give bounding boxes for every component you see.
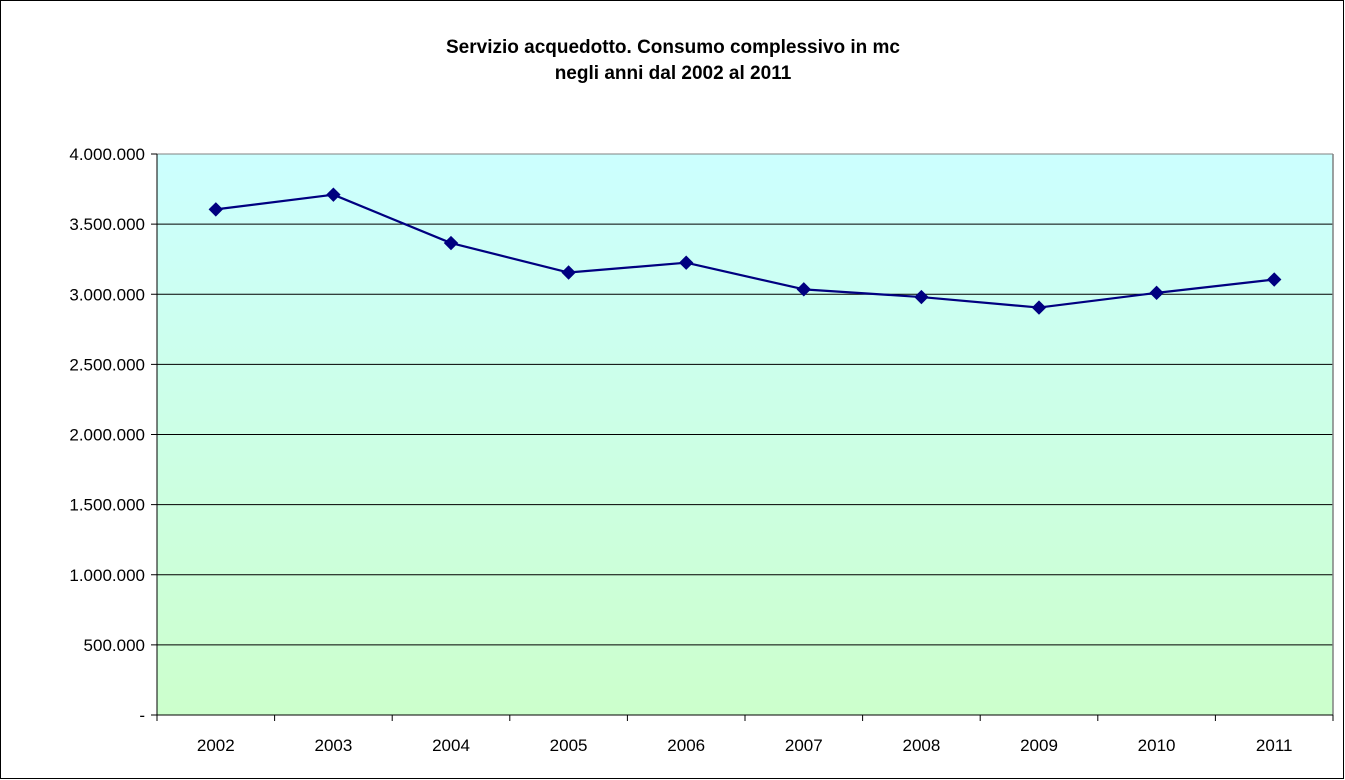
x-tick-label: 2002 [197, 736, 235, 755]
axes [151, 153, 1334, 721]
x-tick-labels: 2002 2003 2004 2005 2006 2007 2008 2009 2010 2011 [197, 736, 1293, 755]
x-tick-label: 2005 [550, 736, 588, 755]
series-markers [208, 187, 1282, 315]
data-point-marker [914, 289, 929, 305]
x-tick-label: 2003 [314, 736, 352, 755]
x-tick-label: 2004 [432, 736, 470, 755]
y-tick-label: 3.000.000 [69, 285, 145, 304]
x-tick-label: 2007 [785, 736, 823, 755]
plot-border [157, 153, 1334, 715]
y-tick-label: 3.500.000 [69, 215, 145, 234]
y-tick-label: 1.000.000 [69, 566, 145, 585]
x-tick-label: 2011 [1256, 736, 1293, 755]
data-point-marker [561, 265, 576, 280]
data-point-marker [443, 235, 459, 251]
y-tick-label: 2.500.000 [69, 355, 145, 374]
data-point-marker [1266, 272, 1282, 287]
data-point-marker [208, 202, 224, 217]
series-line-path [215, 193, 1275, 309]
data-point-marker [678, 255, 694, 270]
chart-title-line-1: Servizio acquedotto. Consumo complessivo… [446, 37, 900, 58]
chart-title: Servizio acquedotto. Consumo complessivo… [1, 35, 1345, 87]
y-tick-label: 500.000 [84, 636, 145, 655]
data-point-marker [326, 187, 341, 202]
chart-title-line-2: negli anni dal 2002 al 2011 [554, 63, 792, 84]
data-point-marker [796, 282, 812, 297]
y-tick-labels: - 500.000 1.000.000 1.500.000 2.000.000 2.500… [69, 145, 145, 725]
data-point-marker [1149, 285, 1164, 301]
x-tick-label: 2009 [1020, 736, 1058, 755]
y-tick-label: 1.500.000 [69, 496, 145, 515]
series-line [215, 193, 1275, 309]
x-tick-label: 2010 [1138, 736, 1176, 755]
data-point-marker [1031, 300, 1047, 315]
x-tick-label: 2006 [667, 736, 705, 755]
y-tick-label: - [139, 706, 145, 725]
y-tick-label: 2.000.000 [69, 426, 145, 445]
y-tick-label: 4.000.000 [69, 145, 145, 164]
x-tick-label: 2008 [902, 736, 940, 755]
